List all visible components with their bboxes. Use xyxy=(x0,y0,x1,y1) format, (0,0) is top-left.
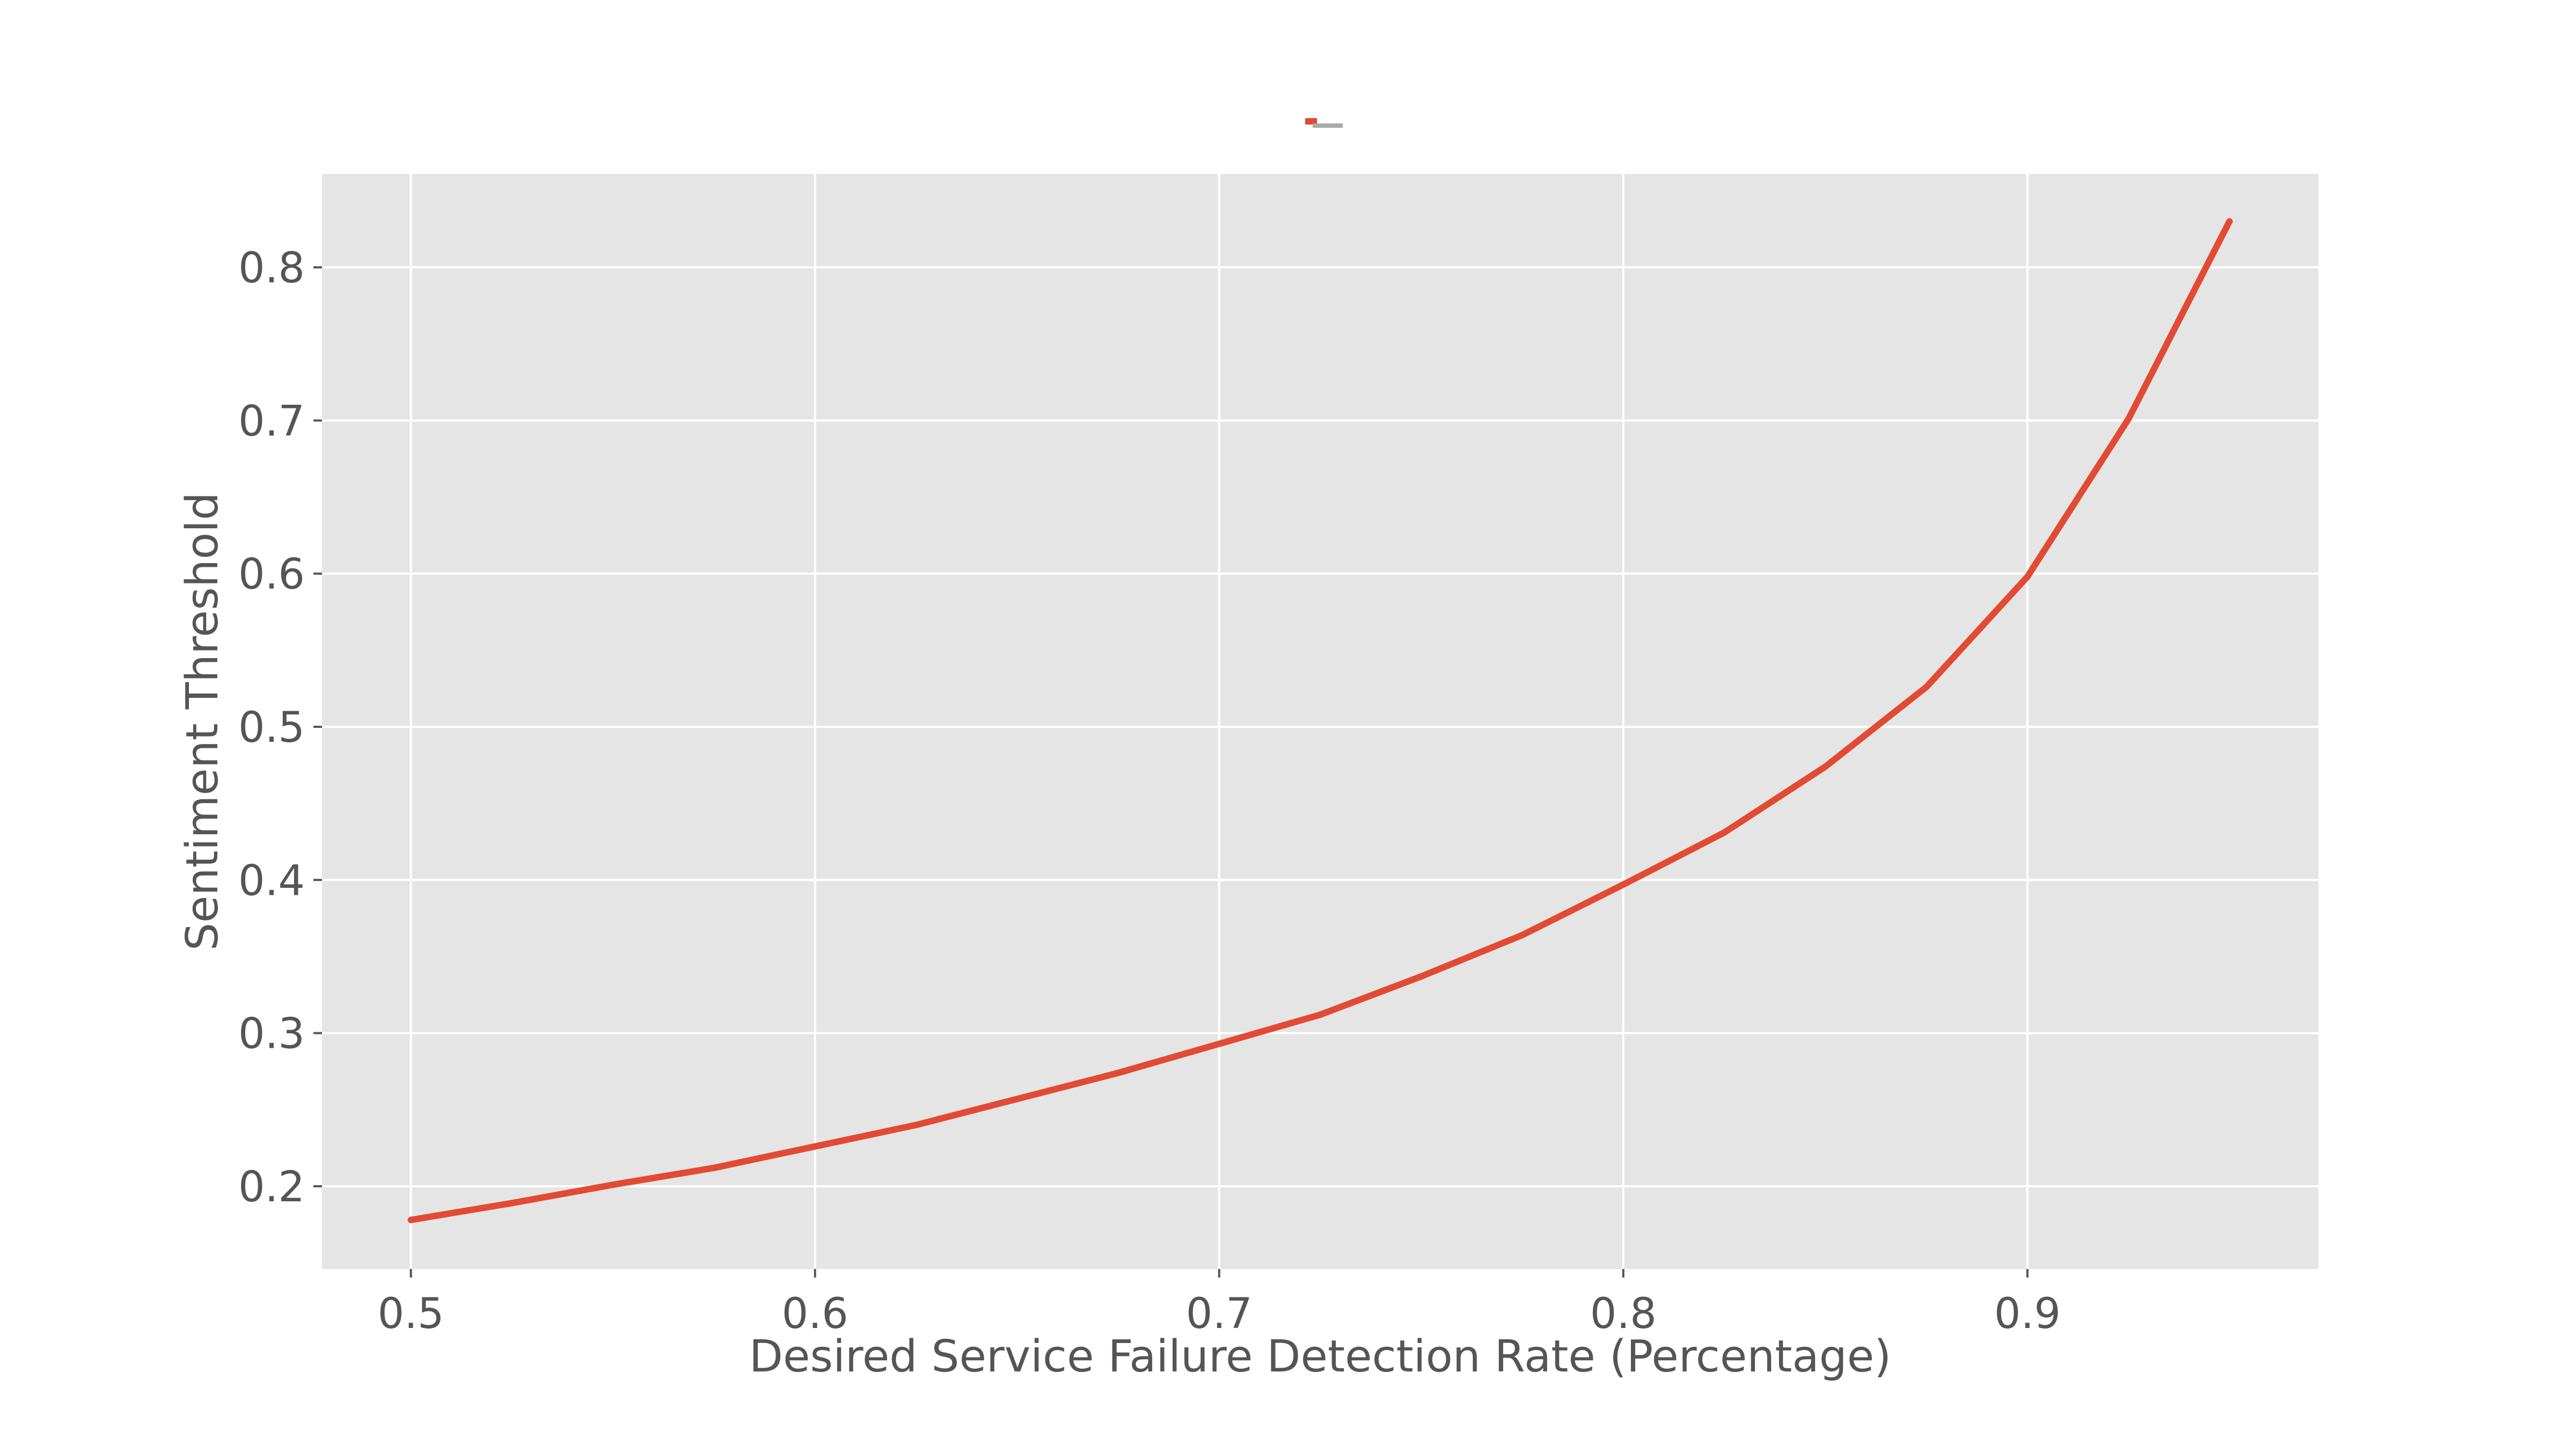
data-point xyxy=(912,1121,919,1128)
y-tick-label: 0.6 xyxy=(238,551,305,599)
data-point xyxy=(1519,932,1526,939)
data-point xyxy=(1721,829,1728,836)
y-tick-label: 0.4 xyxy=(238,857,305,905)
legend-swatch-red xyxy=(1305,118,1317,125)
y-axis-ticks: 0.2 0.3 0.4 0.5 0.6 0.7 0.8 xyxy=(238,244,322,1212)
data-point xyxy=(2125,415,2132,422)
plot-area xyxy=(322,174,2318,1269)
x-tick-label: 0.7 xyxy=(1186,1290,1253,1338)
y-tick-label: 0.2 xyxy=(238,1163,305,1212)
data-point xyxy=(1418,973,1425,980)
data-point xyxy=(1317,1011,1323,1018)
data-point xyxy=(508,1200,515,1207)
x-tick-label: 0.8 xyxy=(1590,1290,1657,1338)
data-point xyxy=(1822,763,1829,770)
data-point xyxy=(610,1181,617,1188)
y-tick-label: 0.5 xyxy=(238,704,305,752)
x-tick-label: 0.9 xyxy=(1994,1290,2061,1338)
y-tick-label: 0.3 xyxy=(238,1010,305,1059)
data-point xyxy=(2024,573,2031,580)
legend xyxy=(1305,118,1343,128)
data-point xyxy=(1014,1096,1021,1103)
y-axis-label: Sentiment Threshold xyxy=(177,492,228,951)
data-point xyxy=(811,1143,818,1150)
series-layer xyxy=(407,218,2233,1223)
data-point xyxy=(1115,1069,1122,1076)
data-point xyxy=(407,1216,414,1223)
y-tick-label: 0.7 xyxy=(238,397,305,446)
data-point xyxy=(2226,218,2233,225)
x-axis-ticks: 0.5 0.6 0.7 0.8 0.9 xyxy=(378,1269,2061,1338)
data-point xyxy=(1923,683,1930,690)
data-point xyxy=(1620,881,1627,888)
y-tick-label: 0.8 xyxy=(238,244,305,293)
data-point xyxy=(1216,1040,1223,1047)
x-tick-label: 0.5 xyxy=(378,1290,444,1338)
legend-swatch-gray xyxy=(1313,123,1343,128)
data-point xyxy=(711,1164,718,1171)
x-axis-label: Desired Service Failure Detection Rate (… xyxy=(749,1331,1891,1382)
x-tick-label: 0.6 xyxy=(782,1290,848,1338)
grid xyxy=(322,174,2318,1269)
